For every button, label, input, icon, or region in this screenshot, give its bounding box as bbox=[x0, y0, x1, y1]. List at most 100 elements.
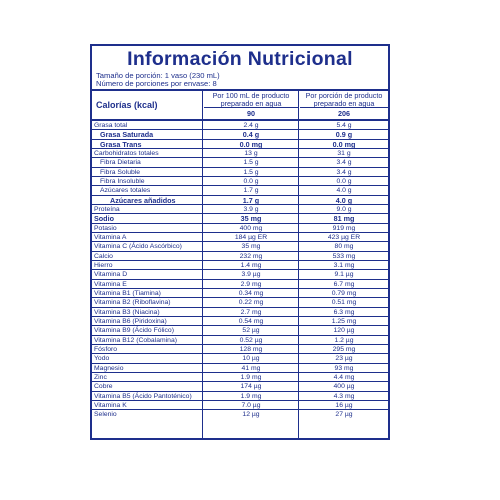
nutrient-label: Vitamina K bbox=[94, 401, 127, 409]
value-per-serving: 3.4 g bbox=[336, 168, 352, 176]
value-per-100ml: 2.7 mg bbox=[240, 308, 262, 316]
nutrient-label: Azúcares totales bbox=[100, 187, 151, 195]
value-per-serving: 1.2 µg bbox=[334, 336, 354, 344]
nutrient-label: Proteína bbox=[94, 205, 120, 213]
table-row: Fibra Soluble 1.5 g 3.4 g bbox=[92, 168, 388, 177]
table-row: Vitamina B6 (Piridoxina) 0.54 mg 1.25 mg bbox=[92, 317, 388, 327]
value-per-100ml: 0.22 mg bbox=[238, 299, 264, 307]
value-per-serving: 9.0 g bbox=[336, 205, 352, 213]
value-per-serving: 81 mg bbox=[333, 214, 355, 224]
value-per-serving: 6.3 mg bbox=[333, 308, 355, 316]
value-per-100ml: 1.9 mg bbox=[240, 373, 262, 381]
table-row: Magnesio 41 mg 93 mg bbox=[92, 364, 388, 373]
value-per-100ml: 400 mg bbox=[239, 224, 263, 232]
value-per-100ml: 174 µg bbox=[240, 383, 262, 391]
nutrient-label: Magnesio bbox=[94, 364, 124, 372]
nutrient-label: Grasa Saturada bbox=[100, 130, 154, 140]
value-per-serving: 0.9 g bbox=[335, 130, 353, 140]
table-row: Hierro 1.4 mg 3.1 mg bbox=[92, 261, 388, 271]
table-row: Azúcares totales 1.7 g 4.0 g bbox=[92, 186, 388, 196]
nutrient-label: Carbohidratos totales bbox=[94, 149, 159, 157]
table-row: Vitamina B12 (Cobalamina) 0.52 µg 1.2 µg bbox=[92, 336, 388, 345]
value-per-serving: 1.25 mg bbox=[331, 317, 357, 325]
serving-size: Tamaño de porción: 1 vaso (230 mL) bbox=[96, 71, 220, 80]
servings-per-container: Número de porciones por envase: 8 bbox=[96, 79, 217, 88]
value-per-serving: 4.0 g bbox=[335, 195, 353, 205]
nutrient-label: Grasa total bbox=[94, 122, 128, 129]
value-per-100ml: 1.7 g bbox=[242, 195, 260, 205]
value-per-serving: 9.1 µg bbox=[334, 271, 354, 279]
value-per-serving: 3.1 mg bbox=[333, 261, 355, 269]
nutrient-label: Vitamina A bbox=[94, 233, 127, 241]
value-per-serving: 3.4 g bbox=[336, 159, 352, 167]
nutrient-label: Fibra Soluble bbox=[100, 168, 141, 176]
value-per-serving: 5.4 g bbox=[336, 122, 352, 129]
panel-title: Información Nutricional bbox=[127, 48, 353, 70]
value-per-serving: 6.7 mg bbox=[333, 280, 355, 288]
nutrient-label: Grasa Trans bbox=[100, 139, 142, 149]
table-row: Selenio 12 µg 27 µg bbox=[92, 410, 388, 419]
value-per-100ml: 3.9 g bbox=[243, 205, 259, 213]
value-per-serving: 4.4 mg bbox=[333, 373, 355, 381]
nutrient-label: Zinc bbox=[94, 373, 107, 381]
nutrient-label: Vitamina B2 (Riboflavina) bbox=[94, 299, 171, 307]
value-per-serving: 400 µg bbox=[333, 383, 355, 391]
nutrient-label: Azúcares añadidos bbox=[110, 195, 176, 205]
table-row: Vitamina B2 (Riboflavina) 0.22 mg 0.51 mg bbox=[92, 298, 388, 308]
value-per-serving: 31 g bbox=[337, 149, 351, 157]
nutrient-label: Vitamina B5 (Ácido Pantoténico) bbox=[94, 392, 192, 400]
table-row: Zinc 1.9 mg 4.4 mg bbox=[92, 373, 388, 383]
nutrient-label: Yodo bbox=[94, 355, 110, 363]
value-per-100ml: 0.54 mg bbox=[238, 317, 264, 325]
nutrient-label: Vitamina D bbox=[94, 271, 128, 279]
value-per-serving: 0.0 mg bbox=[332, 139, 356, 149]
value-per-100ml: 13 g bbox=[244, 149, 258, 157]
nutrient-table: Grasa total 2.4 g 5.4 g Grasa Saturada 0.4 g… bbox=[92, 121, 388, 420]
divider bbox=[92, 119, 388, 121]
nutrient-label: Potasio bbox=[94, 224, 117, 232]
table-row: Grasa total 2.4 g 5.4 g bbox=[92, 121, 388, 131]
nutrient-label: Vitamina B9 (Ácido Fólico) bbox=[94, 327, 174, 335]
value-per-serving: 0.0 g bbox=[336, 177, 352, 185]
value-per-serving: 0.79 mg bbox=[331, 289, 357, 297]
value-per-100ml: 1.5 g bbox=[243, 159, 259, 167]
nutrient-label: Sodio bbox=[94, 214, 114, 224]
table-row: Vitamina B9 (Ácido Fólico) 52 µg 120 µg bbox=[92, 326, 388, 336]
table-row: Fibra Dietaria 1.5 g 3.4 g bbox=[92, 158, 388, 168]
value-per-100ml: 0.0 mg bbox=[239, 139, 263, 149]
nutrition-facts-panel: Información Nutricional Tamaño de porció… bbox=[90, 44, 390, 440]
value-per-100ml: 12 µg bbox=[242, 411, 260, 419]
value-per-100ml: 35 mg bbox=[240, 214, 262, 224]
calories-value-per-serving: 206 bbox=[338, 109, 350, 118]
column-header-per-serving: Por porción de producto preparado en agu… bbox=[305, 91, 383, 108]
value-per-100ml: 1.7 g bbox=[243, 187, 259, 195]
divider bbox=[204, 107, 298, 108]
table-row: Vitamina C (Ácido Ascórbico) 35 mg 80 mg bbox=[92, 242, 388, 252]
table-row: Potasio 400 mg 919 mg bbox=[92, 224, 388, 233]
table-row: Fósforo 128 mg 295 mg bbox=[92, 345, 388, 355]
value-per-100ml: 10 µg bbox=[242, 355, 260, 363]
table-row: Sodio 35 mg 81 mg bbox=[92, 214, 388, 224]
value-per-100ml: 184 µg ER bbox=[234, 233, 268, 241]
column-separator bbox=[202, 91, 203, 438]
value-per-100ml: 41 mg bbox=[241, 364, 261, 372]
nutrient-label: Selenio bbox=[94, 411, 117, 419]
value-per-100ml: 232 mg bbox=[239, 252, 263, 260]
value-per-100ml: 2.9 mg bbox=[240, 280, 262, 288]
value-per-100ml: 7.0 µg bbox=[241, 401, 261, 409]
table-row: Vitamina K 7.0 µg 16 µg bbox=[92, 401, 388, 411]
value-per-serving: 93 mg bbox=[334, 364, 354, 372]
divider bbox=[300, 107, 388, 108]
table-row: Cobre 174 µg 400 µg bbox=[92, 382, 388, 392]
value-per-100ml: 1.9 mg bbox=[240, 392, 262, 400]
nutrient-label: Vitamina B1 (Tiamina) bbox=[94, 289, 161, 297]
value-per-serving: 919 mg bbox=[332, 224, 356, 232]
value-per-serving: 80 mg bbox=[334, 243, 354, 251]
value-per-100ml: 3.9 µg bbox=[241, 271, 261, 279]
nutrient-label: Cobre bbox=[94, 383, 113, 391]
nutrient-label: Fibra Insoluble bbox=[100, 177, 145, 185]
nutrient-label: Vitamina B12 (Cobalamina) bbox=[94, 336, 177, 344]
value-per-serving: 27 µg bbox=[335, 411, 353, 419]
nutrient-label: Vitamina B3 (Niacina) bbox=[94, 308, 160, 316]
table-row: Vitamina E 2.9 mg 6.7 mg bbox=[92, 280, 388, 289]
